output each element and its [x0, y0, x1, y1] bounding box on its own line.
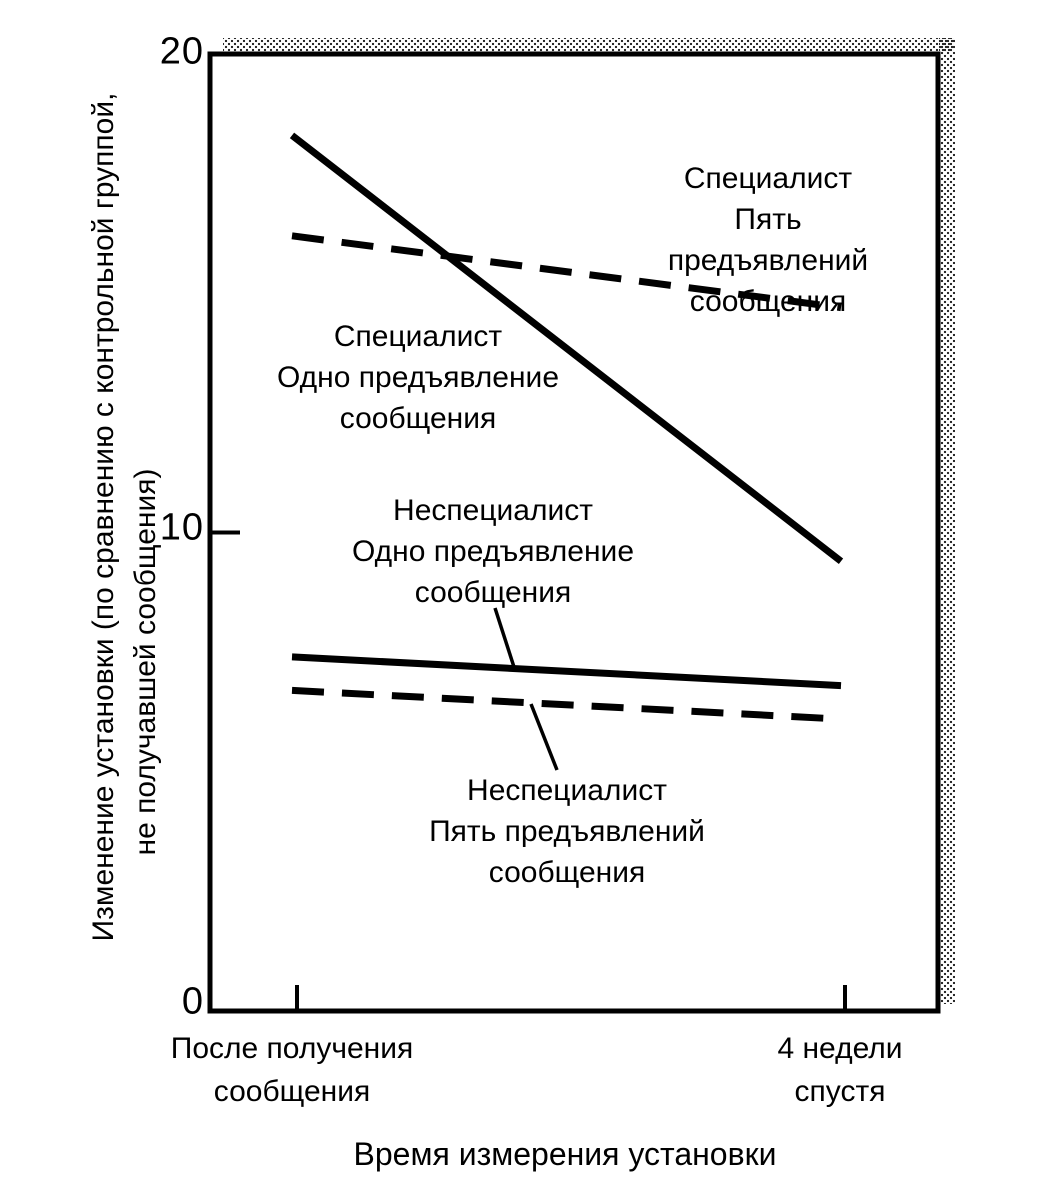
- y-tick-label-0: 0: [181, 980, 204, 1023]
- series-label-nonspecialist-one: Неспециалист Одно предъявление сообщения: [351, 494, 635, 609]
- x-axis-title: Время измерения установки: [353, 1136, 777, 1172]
- series-label-specialist-one: Специалист Одно предъявление сообщения: [276, 320, 560, 435]
- plot-border: [207, 51, 941, 1014]
- x-tick-label-after-message: После получения сообщения: [170, 1032, 414, 1108]
- drop-shadow-right: [939, 38, 955, 1004]
- series-line-3: [291, 686, 842, 723]
- series-label-nonspecialist-five: Неспециалист Пять предъявлений сообщения: [429, 774, 705, 889]
- series-line-0: [291, 232, 842, 312]
- series-line-1: [289, 132, 844, 564]
- y-axis-title-line1: Изменение установки (по сравнению с конт…: [87, 92, 120, 942]
- y-axis-title-line2: не получавшей сообщения): [129, 468, 162, 856]
- label-leader-line-0: [493, 607, 516, 668]
- label-leader-line-1: [529, 703, 559, 771]
- series-line-2: [291, 653, 842, 690]
- series-label-specialist-five: Специалист Пять предъявлений сообщения: [667, 162, 869, 318]
- x-tick-label-4-weeks: 4 недели спустя: [777, 1032, 903, 1108]
- drop-shadow-top: [223, 38, 954, 52]
- y-tick-label-20: 20: [159, 30, 204, 73]
- y-tick-label-10: 10: [159, 506, 204, 549]
